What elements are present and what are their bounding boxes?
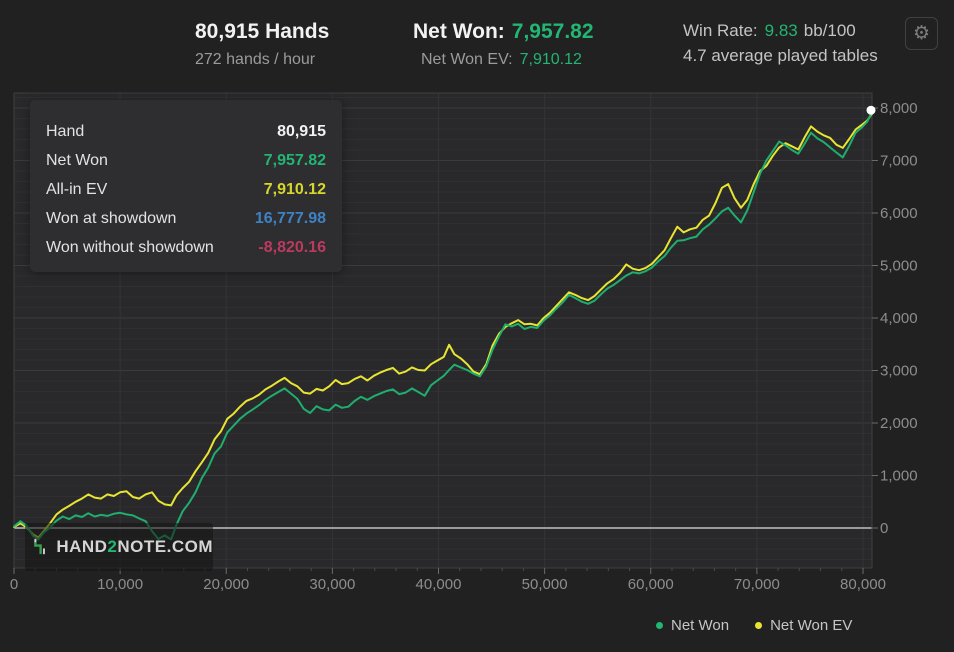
tooltip-label: Net Won xyxy=(46,151,108,169)
tooltip-row: Net Won 7,957.82 xyxy=(46,146,326,175)
legend-label: Net Won xyxy=(671,617,730,634)
net-won-label: Net Won: xyxy=(413,20,505,43)
x-tick-label: 60,000 xyxy=(628,576,674,593)
gear-icon: ⚙ xyxy=(912,22,931,44)
net-won-summary: Net Won: 7,957.82 Net Won EV: 7,910.12 xyxy=(413,20,594,70)
tooltip-label: Hand xyxy=(46,122,85,140)
series-line-net-won-ev xyxy=(13,111,874,539)
legend-label: Net Won EV xyxy=(770,617,853,634)
y-tick-label: 1,000 xyxy=(880,468,918,485)
watermark-text-2: 2 xyxy=(107,537,118,556)
y-tick-label: 8,000 xyxy=(880,100,918,117)
hands-summary: 80,915 Hands 272 hands / hour xyxy=(195,20,329,70)
hands-count: 80,915 Hands xyxy=(195,20,330,43)
hands-per-hour: 272 hands / hour xyxy=(195,51,316,68)
hand2note-watermark: HAND2NOTE.COM xyxy=(25,523,213,571)
x-tick-label: 20,000 xyxy=(203,576,249,593)
x-axis-labels: 0 10,000 20,000 30,000 40,000 50,000 60,000 70,… xyxy=(10,576,886,593)
tooltip-value: -8,820.16 xyxy=(258,238,326,256)
y-tick-label: 6,000 xyxy=(880,205,918,222)
tooltip-row: Hand 80,915 xyxy=(46,117,326,146)
legend-item-net-won[interactable]: Net Won xyxy=(656,617,729,634)
net-won-ev-label: Net Won EV: xyxy=(421,51,513,68)
win-rate-unit: bb/100 xyxy=(803,21,856,40)
net-won-line: Net Won: 7,957.82 xyxy=(413,20,594,44)
x-tick-label: 30,000 xyxy=(309,576,355,593)
watermark-text-part: NOTE.COM xyxy=(117,537,213,556)
net-won-value: 7,957.82 xyxy=(511,20,594,43)
watermark-text: HAND2NOTE.COM xyxy=(56,537,213,557)
y-tick-label: 4,000 xyxy=(880,310,918,327)
chart-tooltip: Hand 80,915 Net Won 7,957.82 All-in EV 7,910.… xyxy=(30,100,342,272)
legend-item-net-won-ev[interactable]: Net Won EV xyxy=(755,617,852,634)
y-tick-label: 5,000 xyxy=(880,258,918,275)
tooltip-row: All-in EV 7,910.12 xyxy=(46,175,326,204)
chart-legend: Net Won Net Won EV xyxy=(656,617,852,634)
legend-dot-icon xyxy=(656,622,663,629)
x-tick-label: 10,000 xyxy=(97,576,143,593)
tooltip-value: 80,915 xyxy=(277,122,326,140)
y-tick-label: 2,000 xyxy=(880,415,918,432)
net-won-ev-value: 7,910.12 xyxy=(519,51,582,68)
y-tick-label: 3,000 xyxy=(880,363,918,380)
net-won-ev-line: Net Won EV: 7,910.12 xyxy=(413,50,594,70)
x-tick-label: 40,000 xyxy=(416,576,462,593)
x-tick-label: 0 xyxy=(10,576,18,593)
win-rate-summary: Win Rate: 9.83 bb/100 4.7 average played t… xyxy=(683,18,878,68)
tooltip-value: 7,910.12 xyxy=(263,180,326,198)
tooltip-row: Won at showdown 16,777.98 xyxy=(46,204,326,233)
tooltip-value: 7,957.82 xyxy=(263,151,326,169)
y-tick-label: 7,000 xyxy=(880,153,918,170)
settings-button[interactable]: ⚙ xyxy=(905,17,938,50)
tooltip-label: Won at showdown xyxy=(46,209,177,227)
tooltip-value: 16,777.98 xyxy=(254,209,326,227)
legend-dot-icon xyxy=(755,622,763,629)
y-axis-labels: 0 1,000 2,000 3,000 4,000 5,000 6,000 7,000 8,00… xyxy=(880,100,918,537)
win-rate-line: Win Rate: 9.83 bb/100 xyxy=(683,18,878,43)
x-tick-label: 80,000 xyxy=(840,576,886,593)
plot-border xyxy=(13,92,873,569)
x-tick-label: 70,000 xyxy=(734,576,780,593)
x-tick-label: 50,000 xyxy=(522,576,568,593)
avg-tables: 4.7 average played tables xyxy=(683,46,878,65)
win-rate-label: Win Rate: xyxy=(683,21,758,40)
tooltip-row: Won without showdown -8,820.16 xyxy=(46,233,326,262)
win-rate-value: 9.83 xyxy=(764,21,798,40)
end-point-marker xyxy=(866,105,876,115)
tooltip-label: Won without showdown xyxy=(46,238,214,256)
hand2note-logo-icon xyxy=(34,538,45,555)
tooltip-label: All-in EV xyxy=(46,180,108,198)
y-tick-label: 0 xyxy=(880,520,888,537)
watermark-text-part: HAND xyxy=(56,537,108,556)
